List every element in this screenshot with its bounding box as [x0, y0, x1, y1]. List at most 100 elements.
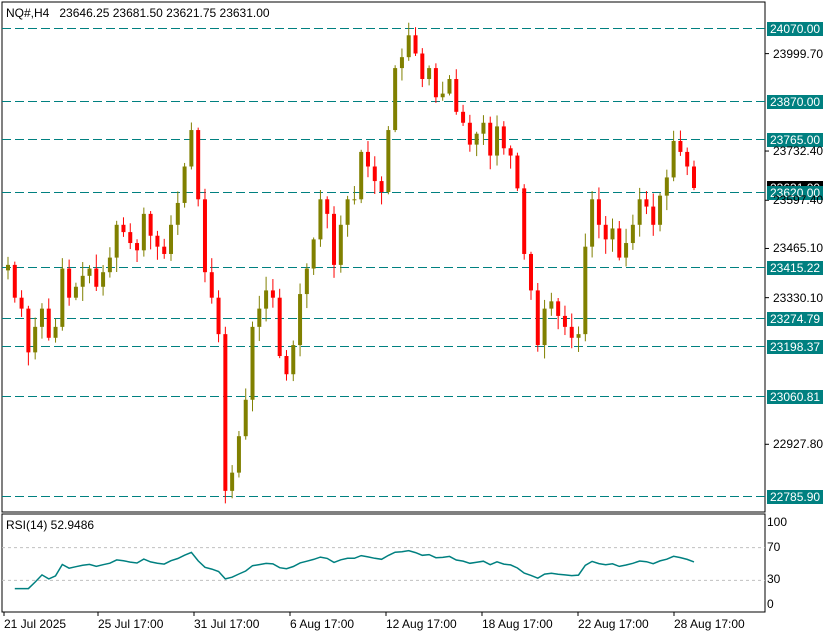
bull-candle [39, 308, 44, 327]
level-label: 23620.00 [767, 185, 824, 200]
bull-candle [495, 126, 500, 156]
level-label: 23765.00 [767, 132, 824, 147]
price-tick-label: 23597.40 [773, 193, 824, 208]
bull-candle [304, 268, 309, 295]
bull-candle [53, 326, 58, 338]
bull-candle [338, 224, 343, 265]
bull-candle [243, 399, 248, 437]
bear-candle [461, 111, 466, 123]
rsi-scale-label: 0 [767, 597, 774, 611]
bull-candle [141, 213, 146, 251]
bear-candle [454, 79, 459, 112]
bull-candle [447, 79, 452, 94]
level-label: 23060.81 [767, 389, 824, 404]
level-label: 23274.79 [767, 311, 824, 326]
bear-candle [379, 181, 384, 193]
bull-candle [671, 140, 676, 178]
bull-candle [576, 334, 581, 338]
bull-candle [60, 268, 65, 327]
bull-candle [630, 224, 635, 244]
bull-candle [264, 290, 269, 309]
bear-candle [528, 253, 533, 291]
bull-candle [352, 199, 357, 201]
rsi-panel [2, 547, 765, 590]
bear-candle [365, 151, 370, 167]
bear-candle [651, 206, 656, 225]
main-chart-frame [1, 1, 769, 616]
time-tick-label: 18 Aug 17:00 [482, 617, 553, 631]
bull-candle [406, 35, 411, 58]
bull-candle [230, 472, 235, 491]
bull-candle [298, 294, 303, 346]
bear-candle [692, 166, 696, 188]
bull-candle [345, 199, 350, 225]
bull-candle [6, 264, 10, 271]
bull-candle [549, 301, 554, 309]
bull-candle [33, 326, 38, 353]
bear-candle [644, 199, 649, 207]
bear-candle [685, 151, 690, 167]
time-tick-label: 22 Aug 17:00 [578, 617, 649, 631]
time-tick-label: 28 Aug 17:00 [674, 617, 745, 631]
bull-candle [87, 268, 92, 276]
bear-candle [223, 334, 228, 491]
ohlc-values: 23646.25 23681.50 23621.75 23631.00 [59, 6, 270, 20]
time-tick-label: 21 Jul 2025 [4, 617, 67, 631]
bull-candle [658, 195, 663, 225]
level-label: 23870.00 [767, 94, 824, 109]
bull-candle [664, 177, 669, 196]
bull-candle [169, 224, 174, 254]
bear-candle [522, 188, 527, 254]
bear-candle [535, 290, 540, 346]
bear-candle [202, 199, 207, 273]
bear-candle [488, 122, 493, 156]
bear-candle [467, 122, 472, 145]
price-tick-label: 23465.10 [773, 241, 824, 256]
bear-candle [596, 199, 601, 225]
bear-candle [270, 290, 275, 298]
rsi-scale-label: 70 [767, 539, 781, 554]
bull-candle [107, 257, 112, 273]
candlesticks [6, 22, 696, 504]
bull-candle [474, 133, 479, 145]
bear-candle [413, 35, 418, 54]
bull-candle [399, 57, 404, 69]
bear-candle [162, 246, 167, 254]
bull-candle [610, 228, 615, 240]
rsi-scale-label: 30 [767, 572, 781, 587]
bull-candle [80, 275, 85, 287]
main-panel-border [1, 1, 766, 513]
bear-candle [216, 297, 221, 335]
bear-candle [19, 297, 24, 309]
bear-candle [135, 243, 140, 251]
rsi-label: RSI(14) 52.9486 [6, 518, 95, 532]
bull-candle [182, 166, 187, 203]
bear-candle [94, 268, 99, 287]
bear-candle [569, 326, 574, 338]
bull-candle [236, 436, 241, 473]
bear-candle [196, 130, 201, 200]
price-tick-label: 23732.40 [773, 144, 824, 159]
bear-candle [128, 232, 133, 244]
bear-candle [12, 264, 17, 298]
bull-candle [637, 199, 642, 225]
bull-candle [189, 130, 194, 167]
bull-candle [359, 151, 364, 200]
bear-candle [277, 297, 282, 357]
level-label: 24070.00 [767, 21, 824, 36]
bear-candle [515, 155, 520, 189]
bear-candle [332, 213, 337, 265]
bear-candle [420, 53, 425, 80]
bear-candle [678, 140, 683, 152]
bull-candle [73, 286, 78, 298]
bull-candle [175, 202, 180, 225]
bull-candle [311, 239, 316, 269]
bull-candle [250, 326, 255, 400]
bear-candle [121, 224, 126, 233]
level-label: 23415.22 [767, 260, 824, 275]
bull-candle [386, 130, 391, 193]
bear-candle [501, 126, 506, 149]
level-label: 23198.37 [767, 339, 824, 354]
chart-info: NQ#,H4 23646.25 23681.50 23621.75 23631.… [6, 6, 270, 20]
